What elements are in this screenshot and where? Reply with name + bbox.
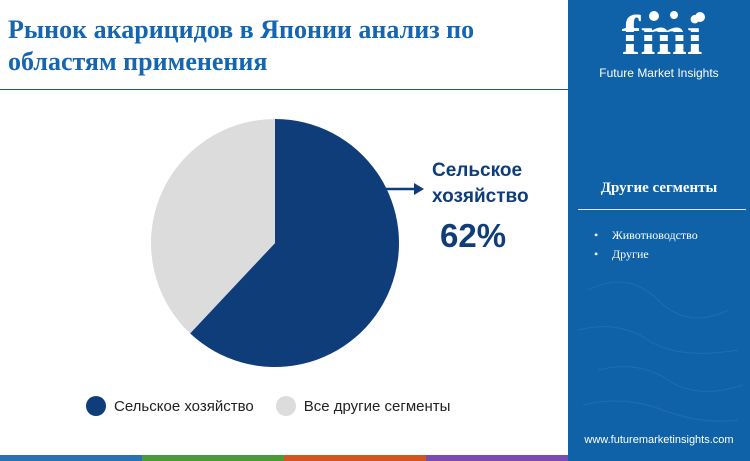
sidebar: fmi Future Market Insights Другие сегмен… <box>568 0 750 461</box>
segments-divider <box>578 209 746 210</box>
chart-title: Рынок акарицидов в Японии анализ по обла… <box>8 15 475 76</box>
website-url: www.futuremarketinsights.com <box>584 434 734 446</box>
callout-label: Сельское хозяйство <box>432 160 529 207</box>
other-segments-title: Другие сегменты <box>600 180 718 196</box>
other-segments-list: Животноводство Другие <box>594 226 698 264</box>
list-item: Животноводство <box>594 226 698 245</box>
list-item: Другие <box>594 245 698 264</box>
legend-label: Сельское хозяйство <box>114 397 254 415</box>
legend-item: Все другие сегменты <box>275 396 451 416</box>
legend-swatch <box>86 396 106 416</box>
stripe-segment <box>142 455 284 461</box>
chart-panel: Рынок акарицидов в Японии анализ по обла… <box>0 15 568 461</box>
stripe-segment <box>426 455 568 461</box>
fmi-logo: fmi <box>600 8 724 64</box>
pie-chart <box>151 119 399 367</box>
svg-text:fmi: fmi <box>622 8 703 64</box>
legend-item: Сельское хозяйство <box>86 396 254 416</box>
arrow-right-icon <box>386 183 424 195</box>
world-map-decoration <box>577 281 744 422</box>
pie-slice-1 <box>151 119 275 334</box>
legend-swatch <box>275 396 296 416</box>
callout-value: 62% <box>440 217 507 254</box>
stripe-segment <box>284 455 426 461</box>
legend: Сельское хозяйство Все другие сегменты <box>86 392 450 420</box>
stripe-segment <box>0 455 142 461</box>
legend-label: Все другие сегменты <box>303 397 451 415</box>
title-divider <box>0 89 568 90</box>
color-stripe <box>0 455 568 461</box>
pie-slice-0 <box>190 119 399 367</box>
brand-name: Future Market Insights <box>599 66 719 80</box>
